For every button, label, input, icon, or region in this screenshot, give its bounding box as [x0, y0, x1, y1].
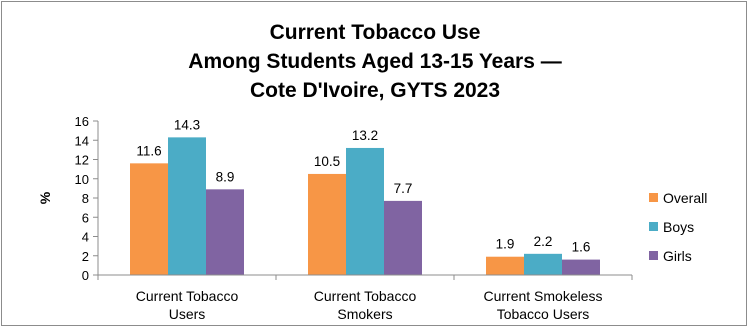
- bar-overall: [308, 173, 346, 275]
- bar-boys: [524, 253, 562, 275]
- chart-title: Current Tobacco Use Among Students Aged 1…: [188, 21, 561, 102]
- x-category-label: Current Tobacco: [136, 288, 239, 304]
- bar-chart: Current Tobacco Use Among Students Aged 1…: [37, 21, 707, 322]
- legend-label-girls: Girls: [663, 248, 692, 264]
- bar-girls: [206, 189, 244, 275]
- y-axis-label: %: [37, 191, 53, 204]
- x-category-label: Smokers: [337, 306, 392, 322]
- bar-value-label: 8.9: [216, 169, 235, 184]
- bar-boys: [168, 137, 206, 275]
- x-category-label: Users: [169, 306, 206, 322]
- y-tick-label: 0: [82, 268, 89, 283]
- legend-swatch-girls: [649, 251, 658, 260]
- y-tick-label: 4: [82, 230, 89, 245]
- bar-value-label: 14.3: [174, 117, 200, 132]
- chart-title-line: Current Tobacco Use: [270, 21, 481, 44]
- x-category-label: Current Smokeless: [483, 288, 602, 304]
- y-tick-label: 12: [75, 153, 89, 168]
- bar-value-label: 10.5: [314, 154, 340, 169]
- chart-title-line: Cote D'Ivoire, GYTS 2023: [250, 79, 500, 102]
- y-tick-label: 10: [75, 172, 89, 187]
- bar-value-label: 11.6: [136, 143, 161, 158]
- bar-overall: [130, 163, 168, 275]
- x-category-label: Current Tobacco: [314, 288, 417, 304]
- y-axis: 0 2 4 6 8 10 12 14 16%: [37, 114, 99, 283]
- legend-label-boys: Boys: [663, 219, 694, 235]
- bar-value-label: 7.7: [394, 181, 413, 196]
- bar-boys: [346, 147, 384, 275]
- bar-girls: [562, 259, 600, 275]
- chart-frame: Current Tobacco Use Among Students Aged 1…: [1, 1, 747, 326]
- bars: 11.6 14.3 8.9 10.5 13.2 7.7 1.9 2.2 1.6: [130, 117, 600, 275]
- y-tick-label: 2: [82, 249, 89, 264]
- bar-value-label: 1.6: [572, 240, 591, 255]
- y-tick-label: 16: [75, 114, 89, 129]
- bar-value-label: 13.2: [352, 128, 378, 143]
- legend: Overall Boys Girls: [649, 190, 707, 264]
- y-tick-label: 6: [82, 210, 89, 225]
- x-category-label: Tobacco Users: [497, 306, 590, 322]
- bar-girls: [384, 200, 422, 275]
- bar-value-label: 1.9: [496, 237, 515, 252]
- legend-swatch-boys: [649, 222, 658, 231]
- bar-overall: [486, 256, 524, 275]
- bar-value-label: 2.2: [534, 234, 553, 249]
- y-tick-label: 14: [75, 133, 89, 148]
- y-tick-label: 8: [82, 191, 89, 206]
- chart-title-line: Among Students Aged 13-15 Years —: [188, 50, 561, 73]
- x-axis: Current Tobacco Users Current Tobacco Smoke…: [97, 274, 633, 322]
- legend-label-overall: Overall: [663, 190, 707, 206]
- legend-swatch-overall: [649, 193, 658, 202]
